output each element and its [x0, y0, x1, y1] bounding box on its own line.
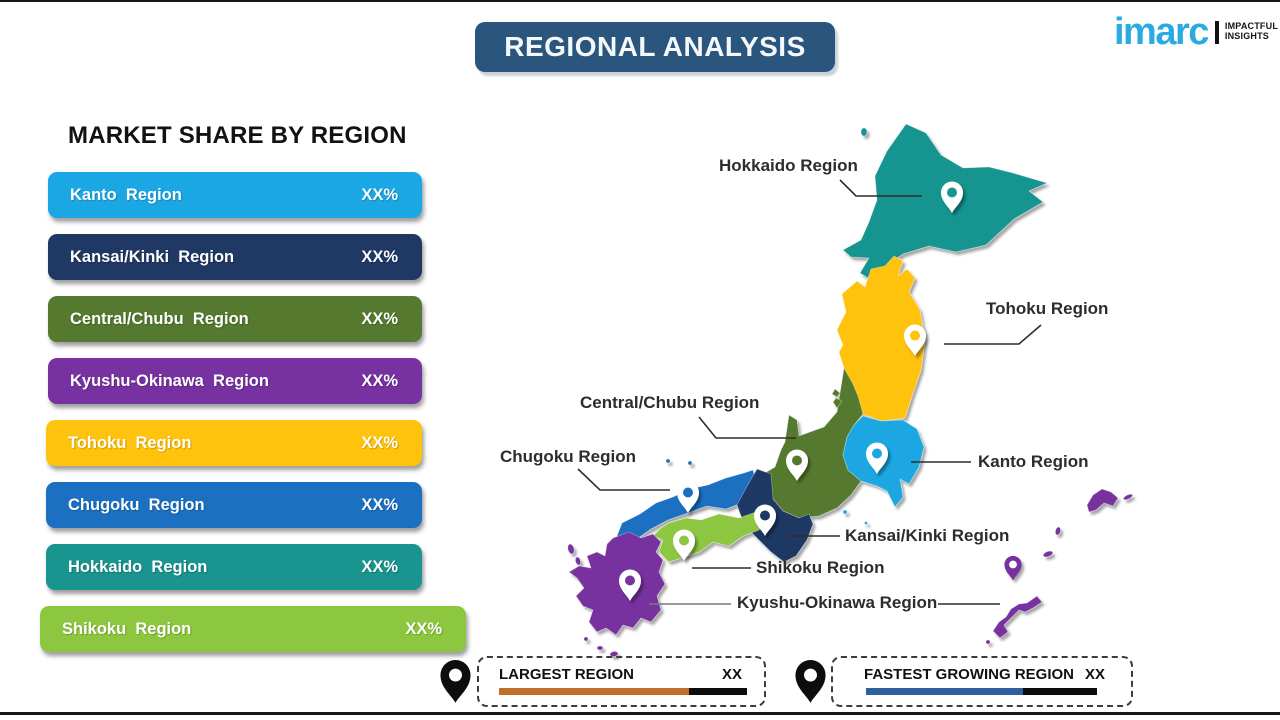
pin-kansai	[754, 504, 776, 536]
largest-region-pin-icon	[440, 660, 471, 703]
region-tohoku	[836, 255, 926, 422]
imarc-logo: imarc IMPACTFUL INSIGHTS	[1114, 11, 1278, 53]
island-okinawa-main	[992, 595, 1043, 639]
fastest-region-box: FASTEST GROWING REGION XX	[831, 656, 1133, 707]
bar-chugoku: Chugoku Region XX%	[46, 482, 422, 528]
page-title-banner: REGIONAL ANALYSIS	[475, 22, 835, 72]
island-izu-1	[842, 509, 848, 515]
island-amami	[1086, 488, 1119, 513]
leader-hokkaido	[839, 179, 922, 197]
bar-label: Hokkaido Region	[68, 557, 208, 576]
bar-label: Chugoku Region	[68, 495, 205, 514]
fastest-region-label: FASTEST GROWING REGION	[864, 666, 1075, 683]
bar-chubu: Central/Chubu Region XX%	[48, 296, 422, 342]
island-tsushima	[567, 543, 575, 555]
pin-hokkaido	[941, 181, 963, 213]
bar-label: Shikoku Region	[62, 619, 192, 638]
bar-label: Tohoku Region	[68, 433, 192, 452]
island-okinawa-chain-2	[1042, 550, 1054, 558]
island-izu-2	[864, 521, 868, 525]
map-label-kansai: Kansai/Kinki Region	[845, 526, 1010, 545]
fastest-region-pin-icon	[795, 660, 826, 703]
bar-value: XX%	[361, 557, 398, 576]
bar-hokkaido: Hokkaido Region XX%	[46, 544, 422, 590]
fastest-region-row: FASTEST GROWING REGION XX	[833, 658, 1131, 683]
map-label-tohoku: Tohoku Region	[986, 299, 1109, 318]
region-hokkaido	[842, 123, 1049, 284]
pin-kanto	[866, 442, 888, 474]
island-south-kyushu-3	[583, 636, 589, 642]
fastest-region-bar-rest	[1023, 688, 1097, 695]
page-title: REGIONAL ANALYSIS	[504, 31, 806, 62]
bar-kansai: Kansai/Kinki Region XX%	[48, 234, 422, 280]
bar-value: XX%	[361, 309, 398, 328]
island-oki-1	[665, 458, 671, 464]
largest-region-value: XX	[721, 666, 742, 683]
island-south-kyushu-1	[596, 645, 604, 651]
top-border-line	[0, 0, 1280, 2]
market-share-title: MARKET SHARE BY REGION	[68, 122, 407, 149]
bar-value: XX%	[361, 371, 398, 390]
fastest-region-value: XX	[1084, 666, 1105, 683]
japan-map	[567, 123, 1134, 657]
bar-tohoku: Tohoku Region XX%	[46, 420, 422, 466]
map-label-kyushu: Kyushu-Okinawa Region	[737, 593, 938, 612]
largest-region-box: LARGEST REGION XX	[477, 656, 766, 707]
largest-region-row: LARGEST REGION XX	[479, 658, 764, 683]
bar-kanto: Kanto Region XX%	[48, 172, 422, 218]
map-label-shikoku: Shikoku Region	[756, 558, 885, 577]
pin-chugoku	[677, 481, 699, 513]
bar-label: Kyushu-Okinawa Region	[70, 371, 269, 390]
bar-value: XX%	[361, 495, 398, 514]
map-label-chubu: Central/Chubu Region	[580, 393, 760, 412]
bar-label: Kanto Region	[70, 185, 182, 204]
bar-label: Central/Chubu Region	[70, 309, 249, 328]
logo-divider	[1214, 21, 1219, 44]
island-iki	[574, 556, 582, 566]
fastest-region-bar-fill	[866, 688, 1023, 695]
pin-shikoku	[673, 529, 695, 561]
logo-tagline: IMPACTFUL INSIGHTS	[1225, 21, 1278, 41]
bar-value: XX%	[361, 247, 398, 266]
island-sado	[831, 388, 843, 409]
bar-value: XX%	[361, 433, 398, 452]
logo-tagline-line1: IMPACTFUL	[1224, 21, 1279, 31]
leader-tohoku	[944, 324, 1042, 345]
island-okinawa-chain-3	[1054, 526, 1062, 536]
map-label-kanto: Kanto Region	[978, 452, 1089, 471]
leader-chugoku	[577, 468, 670, 491]
bar-label: Kansai/Kinki Region	[70, 247, 235, 266]
imarc-wordmark: imarc	[1114, 11, 1209, 53]
logo-tagline-line2: INSIGHTS	[1224, 31, 1270, 41]
region-kyushu	[568, 531, 666, 636]
island-okinawa-chain-4	[985, 639, 991, 645]
bar-value: XX%	[361, 185, 398, 204]
pin-chubu	[786, 449, 808, 481]
leader-chubu	[698, 416, 796, 439]
pin-tohoku	[904, 324, 926, 356]
island-rishiri	[860, 127, 868, 137]
pin-kyushu	[619, 569, 641, 601]
island-oki-2	[687, 460, 693, 466]
largest-region-bar-rest	[689, 688, 747, 695]
largest-region-bar-fill	[499, 688, 689, 695]
market-share-bar-list: Kanto Region XX% Kansai/Kinki Region XX%…	[40, 172, 466, 668]
bottom-border-line	[0, 712, 1280, 715]
island-okinawa-chain-1	[1122, 493, 1134, 501]
largest-region-label: LARGEST REGION	[499, 666, 635, 683]
pin-okinawa	[1004, 555, 1022, 581]
map-label-chugoku: Chugoku Region	[500, 447, 636, 466]
largest-region-bar	[499, 688, 747, 695]
bar-shikoku: Shikoku Region XX%	[40, 606, 466, 652]
bar-value: XX%	[405, 619, 442, 638]
fastest-region-bar	[866, 688, 1097, 695]
bar-kyushu-okinawa: Kyushu-Okinawa Region XX%	[48, 358, 422, 404]
map-label-hokkaido: Hokkaido Region	[719, 156, 858, 175]
